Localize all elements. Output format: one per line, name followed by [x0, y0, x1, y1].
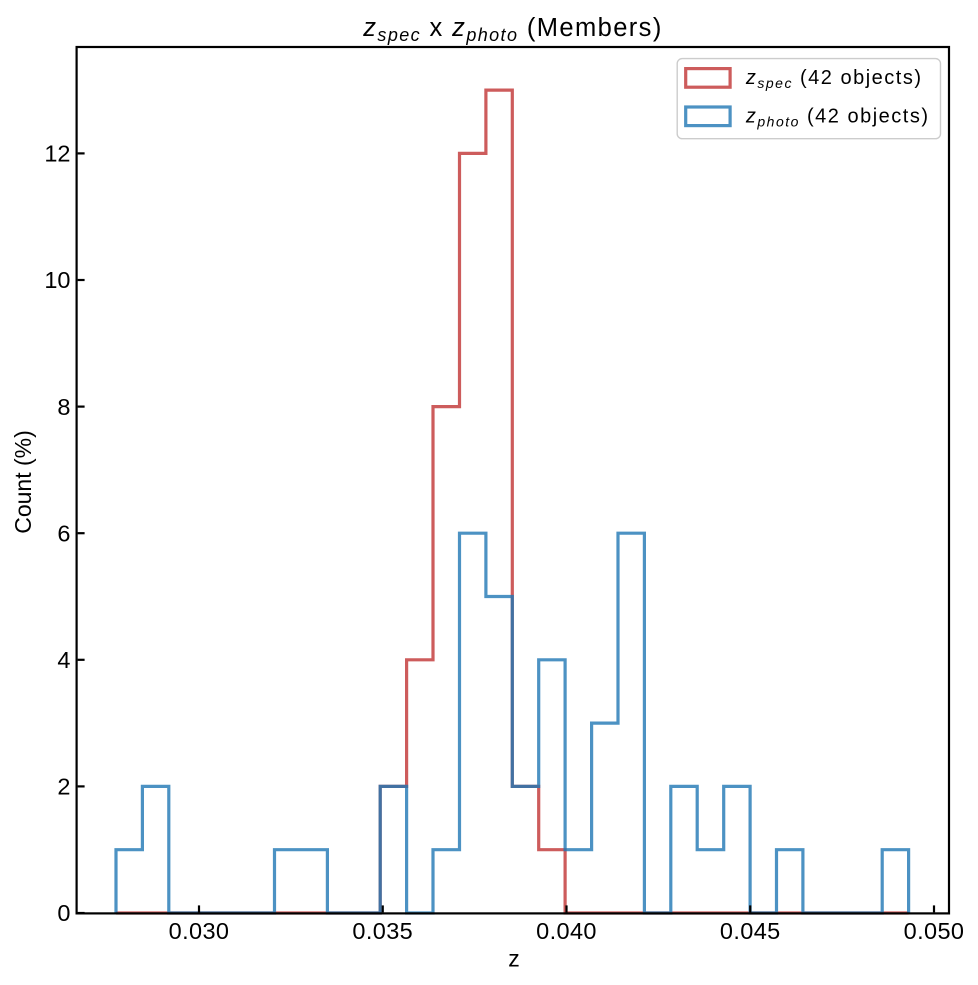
svg-text:0: 0 [57, 900, 70, 926]
svg-text:zspec (42 objects): zspec (42 objects) [745, 67, 923, 91]
svg-text:2: 2 [57, 774, 70, 800]
svg-text:zspec x zphoto (Members): zspec x zphoto (Members) [362, 14, 662, 45]
svg-text:Count (%): Count (%) [10, 430, 36, 534]
svg-text:0.035: 0.035 [352, 918, 413, 944]
svg-text:z: z [508, 946, 520, 972]
svg-text:12: 12 [44, 141, 70, 167]
svg-text:0.030: 0.030 [169, 918, 230, 944]
svg-text:4: 4 [57, 647, 70, 673]
svg-text:10: 10 [44, 267, 70, 293]
svg-text:8: 8 [57, 394, 70, 420]
svg-text:0.040: 0.040 [536, 918, 597, 944]
svg-text:0.050: 0.050 [904, 918, 965, 944]
svg-text:0.045: 0.045 [720, 918, 781, 944]
svg-text:6: 6 [57, 520, 70, 546]
svg-text:zphoto (42 objects): zphoto (42 objects) [745, 106, 930, 130]
